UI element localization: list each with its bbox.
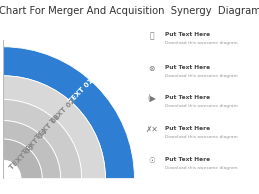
Text: TEXT 02: TEXT 02 <box>50 97 77 125</box>
Text: ⊗: ⊗ <box>148 64 155 73</box>
Wedge shape <box>3 47 134 178</box>
Text: Download this awesome diagram: Download this awesome diagram <box>165 166 238 170</box>
Text: Put Text Here: Put Text Here <box>165 157 210 162</box>
Wedge shape <box>3 139 42 178</box>
Wedge shape <box>3 100 82 178</box>
Text: Download this awesome diagram: Download this awesome diagram <box>165 74 238 78</box>
Text: Download this awesome diagram: Download this awesome diagram <box>165 135 238 139</box>
Wedge shape <box>3 121 61 178</box>
Text: Put Text Here: Put Text Here <box>165 65 210 70</box>
Text: ⌕: ⌕ <box>149 31 154 40</box>
Text: Put Text Here: Put Text Here <box>165 126 210 131</box>
Text: Put Text Here: Put Text Here <box>165 32 210 37</box>
Text: TEXT 04: TEXT 04 <box>21 129 49 156</box>
Text: Download this awesome diagram: Download this awesome diagram <box>165 41 238 45</box>
Text: TEXT 05: TEXT 05 <box>9 144 35 171</box>
Wedge shape <box>3 76 105 178</box>
Text: Download this awesome diagram: Download this awesome diagram <box>165 104 238 108</box>
Text: TEXT 03: TEXT 03 <box>35 114 62 141</box>
Text: ✗✕: ✗✕ <box>145 125 158 134</box>
Text: TEXT 01: TEXT 01 <box>68 78 95 105</box>
Text: ☉: ☉ <box>148 156 155 165</box>
Text: Chart For Merger And Acquisition  Synergy  Diagram: Chart For Merger And Acquisition Synergy… <box>0 6 259 16</box>
Text: Put Text Here: Put Text Here <box>165 95 210 100</box>
Text: (▶: (▶ <box>147 94 156 103</box>
